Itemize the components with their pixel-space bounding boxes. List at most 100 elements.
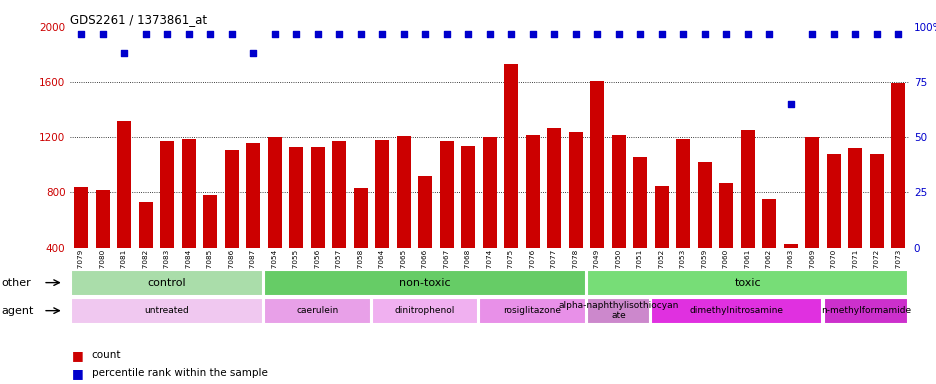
Text: non-toxic: non-toxic — [399, 278, 450, 288]
Bar — [761, 199, 775, 303]
Point — [353, 30, 368, 36]
Point — [782, 101, 797, 107]
FancyBboxPatch shape — [479, 298, 585, 324]
Point — [481, 30, 496, 36]
Bar — [203, 195, 217, 303]
Bar — [676, 139, 689, 303]
Bar — [374, 140, 388, 303]
Point — [610, 30, 625, 36]
Text: percentile rank within the sample: percentile rank within the sample — [92, 368, 268, 378]
Point — [503, 30, 518, 36]
Point — [138, 30, 153, 36]
Bar — [804, 137, 818, 303]
Text: dinitrophenol: dinitrophenol — [394, 306, 455, 315]
Point — [95, 30, 110, 36]
Point — [718, 30, 733, 36]
Point — [653, 30, 668, 36]
Bar — [331, 141, 345, 303]
Point — [524, 30, 539, 36]
Point — [567, 30, 582, 36]
FancyBboxPatch shape — [264, 298, 371, 324]
Point — [890, 30, 905, 36]
Bar — [246, 143, 260, 303]
Bar — [525, 134, 539, 303]
Point — [417, 30, 432, 36]
FancyBboxPatch shape — [586, 298, 650, 324]
Bar — [890, 83, 904, 303]
FancyBboxPatch shape — [372, 298, 477, 324]
Point — [267, 30, 282, 36]
Text: agent: agent — [2, 306, 35, 316]
Bar — [417, 176, 431, 303]
Bar — [826, 154, 840, 303]
Point — [310, 30, 325, 36]
Text: ■: ■ — [72, 367, 84, 380]
FancyBboxPatch shape — [651, 298, 822, 324]
Text: untreated: untreated — [144, 306, 189, 315]
Point — [288, 30, 303, 36]
Bar — [718, 183, 732, 303]
Text: ■: ■ — [72, 349, 84, 362]
Bar — [268, 137, 281, 303]
Point — [869, 30, 884, 36]
Bar — [225, 150, 239, 303]
Bar — [782, 243, 797, 303]
Text: other: other — [2, 278, 32, 288]
Bar — [568, 132, 582, 303]
Bar — [590, 81, 604, 303]
Bar — [95, 190, 110, 303]
Text: count: count — [92, 350, 121, 360]
Bar — [697, 162, 710, 303]
Bar — [353, 188, 367, 303]
Point — [675, 30, 690, 36]
Point — [439, 30, 454, 36]
Text: GDS2261 / 1373861_at: GDS2261 / 1373861_at — [70, 13, 207, 26]
FancyBboxPatch shape — [71, 298, 263, 324]
Point — [461, 30, 475, 36]
Bar — [847, 148, 861, 303]
Point — [181, 30, 196, 36]
Bar — [117, 121, 131, 303]
Bar — [504, 64, 518, 303]
Point — [546, 30, 561, 36]
Point — [396, 30, 411, 36]
Point — [116, 50, 131, 56]
Text: alpha-naphthylisothiocyan
ate: alpha-naphthylisothiocyan ate — [558, 301, 678, 320]
Point — [202, 30, 217, 36]
Point — [739, 30, 754, 36]
Bar — [739, 131, 753, 303]
Bar — [396, 136, 410, 303]
Point — [245, 50, 260, 56]
Point — [696, 30, 711, 36]
Bar — [160, 141, 174, 303]
Point — [224, 30, 239, 36]
Text: rosiglitazone: rosiglitazone — [503, 306, 561, 315]
Bar — [74, 187, 88, 303]
Bar — [654, 185, 668, 303]
Bar — [439, 141, 453, 303]
Point — [331, 30, 346, 36]
Bar — [461, 146, 475, 303]
Bar — [289, 147, 302, 303]
Bar — [611, 134, 625, 303]
Point — [159, 30, 174, 36]
Bar — [182, 139, 196, 303]
Bar — [547, 127, 561, 303]
Point — [632, 30, 647, 36]
FancyBboxPatch shape — [823, 298, 907, 324]
Point — [761, 30, 776, 36]
FancyBboxPatch shape — [264, 270, 585, 296]
Text: n-methylformamide: n-methylformamide — [820, 306, 910, 315]
Text: toxic: toxic — [734, 278, 760, 288]
Point — [73, 30, 88, 36]
Bar — [310, 147, 324, 303]
Bar — [139, 202, 153, 303]
Bar — [482, 137, 496, 303]
Point — [826, 30, 841, 36]
Bar — [633, 157, 647, 303]
FancyBboxPatch shape — [71, 270, 263, 296]
Text: caerulein: caerulein — [296, 306, 338, 315]
Point — [374, 30, 389, 36]
Point — [589, 30, 604, 36]
Text: dimethylnitrosamine: dimethylnitrosamine — [689, 306, 783, 315]
